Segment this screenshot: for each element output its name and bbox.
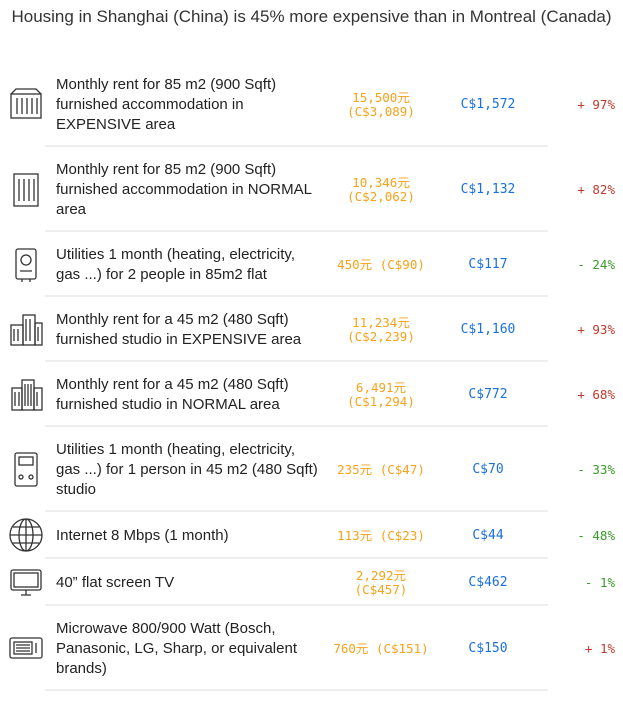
price-cny: 2,292元 bbox=[355, 567, 407, 583]
tv-icon bbox=[0, 564, 52, 601]
table-row: 40” flat screen TV 2,292元 (C$457) C$462 -… bbox=[0, 559, 623, 606]
price-cny-in-cad: (C$2,062) bbox=[347, 188, 415, 204]
page-title: Housing in Shanghai (China) is 45% more … bbox=[11, 7, 612, 26]
montreal-price: C$150 bbox=[468, 641, 508, 656]
tall-building-icon bbox=[0, 171, 52, 208]
price-cny-in-cad: (C$90) bbox=[379, 256, 425, 272]
item-description: Microwave 800/900 Watt (Bosch, Panasonic… bbox=[56, 619, 297, 677]
item-description: Monthly rent for a 45 m2 (480 Sqft) furn… bbox=[56, 375, 289, 413]
table-row: Utilities 1 month (heating, electricity,… bbox=[0, 427, 623, 512]
price-cny: 450元 bbox=[337, 256, 373, 272]
montreal-price: C$1,160 bbox=[460, 322, 516, 337]
price-cny: 113元 bbox=[337, 527, 373, 543]
local-price: 11,234元 (C$2,239) bbox=[321, 314, 441, 344]
price-difference: - 1% bbox=[584, 575, 615, 590]
local-price: 15,500元 (C$3,089) bbox=[321, 89, 441, 119]
item-description: 40” flat screen TV bbox=[56, 573, 175, 591]
price-difference: + 93% bbox=[577, 322, 615, 337]
price-cny-in-cad: (C$1,294) bbox=[347, 393, 415, 409]
local-price: 235元 (C$47) bbox=[321, 461, 441, 477]
local-price: 6,491元 (C$1,294) bbox=[321, 379, 441, 409]
table-row: Microwave 800/900 Watt (Bosch, Panasonic… bbox=[0, 606, 623, 691]
price-difference: - 48% bbox=[577, 528, 615, 543]
local-price: 450元 (C$90) bbox=[321, 256, 441, 272]
price-cny: 6,491元 bbox=[355, 379, 407, 395]
price-cny-in-cad: (C$151) bbox=[375, 640, 429, 656]
apartment-buildings-icon bbox=[0, 376, 52, 413]
montreal-price: C$117 bbox=[468, 257, 508, 272]
item-description: Utilities 1 month (heating, electricity,… bbox=[56, 440, 318, 498]
price-difference: + 68% bbox=[577, 387, 615, 402]
montreal-price: C$772 bbox=[468, 387, 508, 402]
cost-table: Monthly rent for 85 m2 (900 Sqft) furnis… bbox=[0, 62, 623, 691]
item-description: Monthly rent for 85 m2 (900 Sqft) furnis… bbox=[56, 75, 277, 133]
montreal-price: C$1,572 bbox=[460, 97, 516, 112]
price-difference: - 24% bbox=[577, 257, 615, 272]
price-difference: + 82% bbox=[577, 182, 615, 197]
price-cny: 10,346元 bbox=[352, 174, 410, 190]
price-cny-in-cad: (C$457) bbox=[354, 581, 408, 597]
montreal-price: C$44 bbox=[472, 528, 504, 543]
price-cny: 15,500元 bbox=[352, 89, 410, 105]
globe-icon bbox=[0, 517, 52, 554]
local-price: 760元 (C$151) bbox=[321, 640, 441, 656]
price-difference: + 1% bbox=[584, 641, 615, 656]
montreal-price: C$70 bbox=[472, 462, 504, 477]
heater-icon bbox=[0, 246, 52, 283]
table-row: Monthly rent for 85 m2 (900 Sqft) furnis… bbox=[0, 147, 623, 232]
building-icon bbox=[0, 86, 52, 123]
local-price: 113元 (C$23) bbox=[321, 527, 441, 543]
item-description: Monthly rent for 85 m2 (900 Sqft) furnis… bbox=[56, 160, 312, 218]
local-price: 10,346元 (C$2,062) bbox=[321, 174, 441, 204]
price-cny-in-cad: (C$47) bbox=[379, 461, 425, 477]
table-row: Monthly rent for a 45 m2 (480 Sqft) furn… bbox=[0, 362, 623, 427]
price-cny: 235元 bbox=[337, 461, 373, 477]
microwave-icon bbox=[0, 630, 52, 667]
price-cny-in-cad: (C$3,089) bbox=[347, 103, 415, 119]
item-description: Monthly rent for a 45 m2 (480 Sqft) furn… bbox=[56, 310, 302, 348]
price-difference: + 97% bbox=[577, 97, 615, 112]
local-price: 2,292元 (C$457) bbox=[321, 567, 441, 597]
table-row: Monthly rent for a 45 m2 (480 Sqft) furn… bbox=[0, 297, 623, 362]
item-description: Internet 8 Mbps (1 month) bbox=[56, 526, 229, 544]
table-row: Internet 8 Mbps (1 month) 113元 (C$23) C$… bbox=[0, 512, 623, 559]
price-cny-in-cad: (C$2,239) bbox=[347, 328, 415, 344]
meter-icon bbox=[0, 451, 52, 488]
table-row: Utilities 1 month (heating, electricity,… bbox=[0, 232, 623, 297]
table-row: Monthly rent for 85 m2 (900 Sqft) furnis… bbox=[0, 62, 623, 147]
city-buildings-icon bbox=[0, 311, 52, 348]
price-cny-in-cad: (C$23) bbox=[379, 527, 425, 543]
item-description: Utilities 1 month (heating, electricity,… bbox=[56, 245, 295, 283]
montreal-price: C$462 bbox=[468, 575, 508, 590]
price-difference: - 33% bbox=[577, 462, 615, 477]
montreal-price: C$1,132 bbox=[460, 182, 516, 197]
price-cny: 11,234元 bbox=[352, 314, 410, 330]
price-cny: 760元 bbox=[333, 640, 369, 656]
